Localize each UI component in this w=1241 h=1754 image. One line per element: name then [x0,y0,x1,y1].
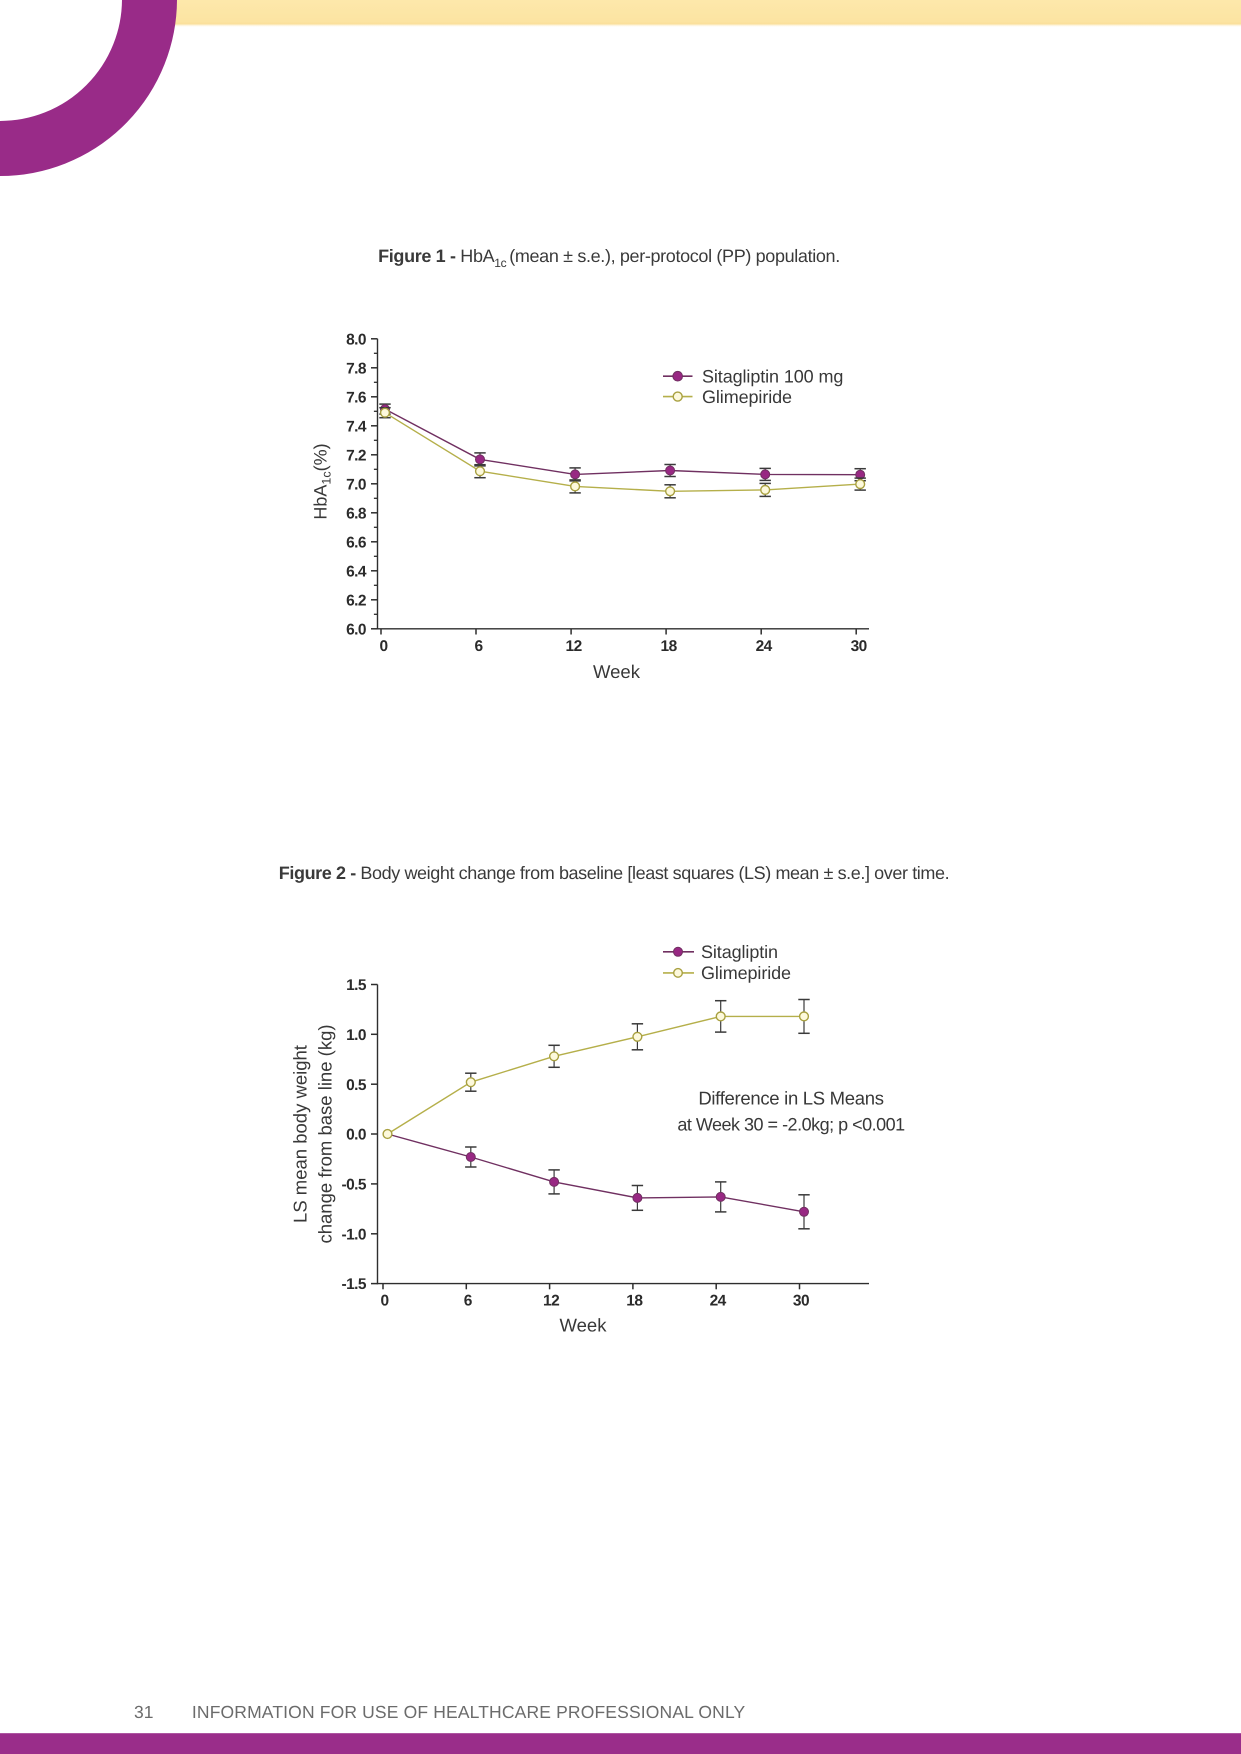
svg-text:7.8: 7.8 [346,360,367,377]
svg-text:12: 12 [565,638,581,655]
svg-text:31: 31 [134,1702,153,1722]
svg-text:7.6: 7.6 [346,389,367,406]
svg-text:1.0: 1.0 [346,1027,366,1044]
svg-text:24: 24 [756,638,773,655]
svg-text:Glimepiride: Glimepiride [701,963,791,983]
svg-text:18: 18 [626,1293,643,1310]
svg-text:30: 30 [851,638,867,655]
svg-text:6.2: 6.2 [346,592,366,609]
svg-text:0.0: 0.0 [346,1127,366,1144]
svg-text:24: 24 [710,1293,727,1310]
svg-text:-1.5: -1.5 [341,1276,366,1293]
svg-text:12: 12 [543,1293,559,1310]
svg-text:Figure 2 - Body weight change: Figure 2 - Body weight change from basel… [279,863,949,883]
svg-text:8.0: 8.0 [346,331,366,348]
svg-text:6: 6 [464,1293,473,1310]
svg-text:at Week 30 = -2.0kg; p <0.001: at Week 30 = -2.0kg; p <0.001 [677,1114,905,1134]
svg-text:HbA1c(%): HbA1c(%) [311,443,334,519]
svg-text:6.6: 6.6 [346,534,367,551]
svg-text:-0.5: -0.5 [341,1177,366,1194]
svg-text:6.0: 6.0 [346,621,366,638]
svg-text:6.8: 6.8 [346,505,367,522]
svg-text:7.0: 7.0 [346,476,366,493]
svg-text:Figure 1 - HbA1c (mean ± s.e.): Figure 1 - HbA1c (mean ± s.e.), per-prot… [378,246,840,270]
svg-text:Week: Week [593,661,641,682]
svg-text:Sitagliptin 100 mg: Sitagliptin 100 mg [702,367,843,387]
svg-text:0: 0 [379,638,387,655]
svg-text:6.4: 6.4 [346,563,367,580]
svg-text:18: 18 [660,638,677,655]
svg-text:Glimepiride: Glimepiride [702,387,792,407]
svg-text:LS mean body weight: LS mean body weight [290,1045,311,1223]
svg-text:7.2: 7.2 [346,447,366,464]
svg-text:0: 0 [380,1293,388,1310]
svg-text:Week: Week [560,1315,608,1336]
svg-text:-1.0: -1.0 [341,1226,366,1243]
svg-text:Difference in LS Means: Difference in LS Means [698,1087,883,1108]
svg-text:Sitagliptin: Sitagliptin [701,942,778,962]
svg-text:6: 6 [474,638,483,655]
svg-text:30: 30 [793,1293,809,1310]
svg-text:0.5: 0.5 [346,1077,367,1094]
svg-text:1.5: 1.5 [346,977,367,994]
svg-text:INFORMATION FOR USE OF HEALTHC: INFORMATION FOR USE OF HEALTHCARE PROFES… [192,1702,746,1722]
svg-text:change from base line (kg): change from base line (kg) [315,1024,336,1243]
svg-text:7.4: 7.4 [346,418,367,435]
